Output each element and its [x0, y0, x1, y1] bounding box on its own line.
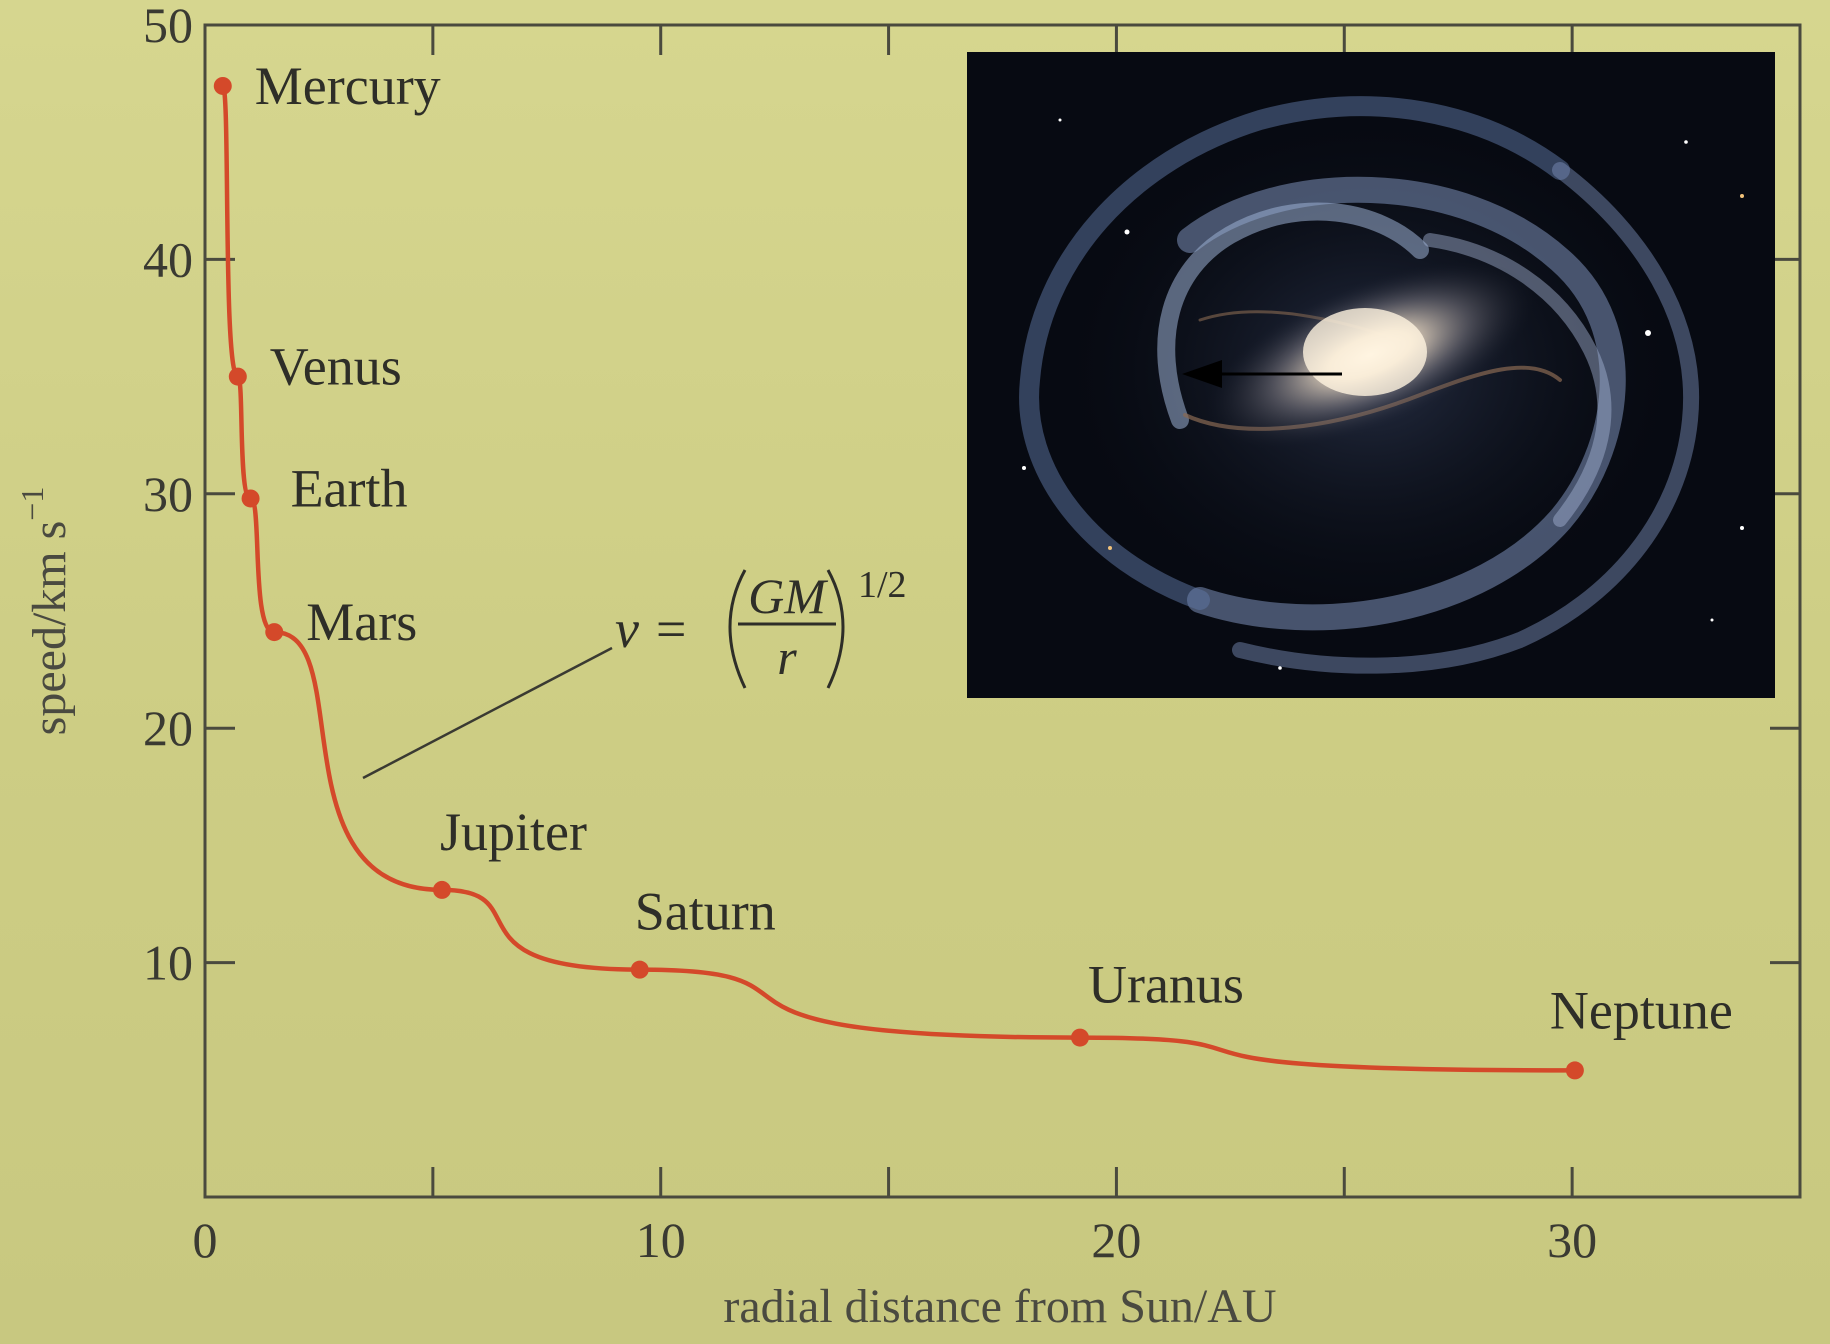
x-tick-label: 10 — [636, 1212, 686, 1268]
formula-denominator: r — [777, 629, 797, 685]
plot-frame — [203, 23, 1802, 1199]
y-tick-label: 40 — [143, 231, 193, 287]
y-axis-label-exponent: −1 — [14, 487, 50, 521]
x-axis-label: radial distance from Sun/AU — [723, 1280, 1276, 1333]
y-tick-label: 30 — [143, 466, 193, 522]
x-tick-label: 0 — [193, 1212, 218, 1268]
formula-left-paren — [728, 569, 747, 689]
planet-label-jupiter: Jupiter — [440, 802, 587, 862]
galaxy-image — [967, 52, 1775, 698]
planet-label-mercury: Mercury — [255, 56, 441, 116]
planet-label-neptune: Neptune — [1550, 980, 1733, 1040]
y-axis-label-text: speed/km s — [23, 521, 76, 736]
planet-point-mars — [265, 623, 284, 642]
formula-leader-line — [362, 646, 613, 780]
y-tick-label: 10 — [143, 935, 193, 991]
planet-point-earth — [241, 489, 260, 508]
planet-points: Mercury Venus Earth Mars Jupiter Saturn Uranus… — [213, 56, 1733, 1080]
galaxy-core — [1303, 308, 1427, 396]
formula-right-paren — [826, 569, 845, 689]
planet-label-saturn: Saturn — [635, 882, 776, 942]
planet-point-saturn — [630, 960, 649, 979]
x-axis-ticks: 0 10 20 30 — [193, 25, 1597, 1268]
y-tick-label: 20 — [143, 700, 193, 756]
planet-label-venus: Venus — [270, 337, 402, 397]
planet-point-venus — [228, 367, 247, 386]
galaxy-stars — [1022, 118, 1744, 670]
planet-point-uranus — [1070, 1028, 1089, 1047]
planet-point-neptune — [1565, 1061, 1584, 1080]
x-tick-label: 20 — [1091, 1212, 1141, 1268]
y-axis-label: speed/km s−1 — [14, 487, 76, 736]
y-axis-ticks: 10 20 30 40 50 — [143, 0, 1800, 991]
planet-label-earth: Earth — [291, 458, 408, 518]
planet-point-jupiter — [432, 880, 451, 899]
formula-numerator: GM — [748, 568, 828, 624]
orbital-speed-curve — [220, 83, 1575, 1073]
formula-exponent: 1/2 — [858, 564, 907, 606]
x-tick-label: 30 — [1547, 1212, 1597, 1268]
formula-lhs: v = — [615, 599, 689, 659]
planet-label-uranus: Uranus — [1088, 955, 1244, 1015]
formula-annotation: v = GM r 1/2 — [615, 564, 907, 689]
planet-label-mars: Mars — [306, 592, 417, 652]
arrow-left-icon — [1182, 360, 1222, 388]
y-tick-label: 50 — [143, 0, 193, 53]
planet-point-mercury — [213, 76, 232, 95]
